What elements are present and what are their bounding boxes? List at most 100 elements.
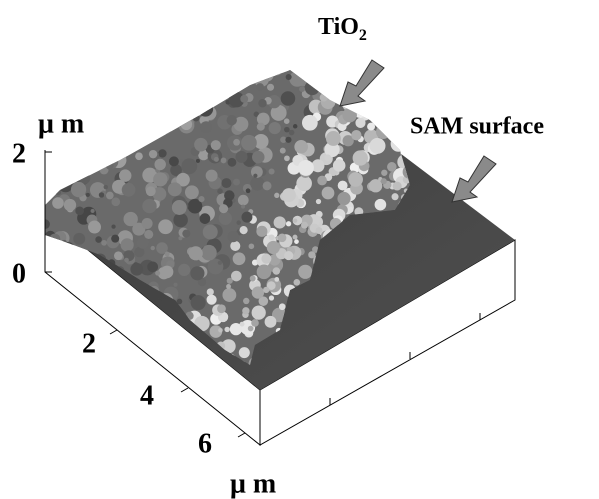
texture-grain [217, 188, 223, 194]
texture-grain [285, 137, 291, 143]
texture-grain [81, 74, 89, 82]
texture-grain [340, 63, 350, 73]
texture-grain [221, 158, 227, 164]
texture-grain [178, 264, 190, 276]
texture-grain [99, 192, 104, 197]
texture-grain [302, 115, 318, 131]
texture-grain [282, 188, 296, 202]
texture-grain [366, 97, 380, 111]
texture-grain [130, 70, 140, 80]
texture-grain [58, 293, 71, 306]
texture-grain [192, 84, 201, 93]
texture-grain [218, 261, 222, 265]
tio2-label: TiO2 [318, 14, 367, 44]
texture-grain [153, 172, 167, 186]
texture-grain [384, 68, 391, 75]
texture-grain [240, 322, 245, 327]
texture-grain [286, 74, 292, 80]
tio2-subscript: 2 [359, 27, 367, 44]
texture-grain [257, 265, 272, 280]
texture-grain [293, 235, 298, 240]
texture-grain [190, 266, 204, 280]
texture-grain [381, 178, 387, 184]
texture-grain [91, 362, 104, 375]
texture-grain [111, 224, 115, 228]
texture-grain [150, 86, 156, 92]
sam-arrow [452, 156, 496, 202]
texture-grain [93, 98, 98, 103]
texture-grain [194, 138, 208, 152]
texture-grain [60, 73, 72, 85]
texture-grain [112, 92, 128, 108]
texture-grain [219, 212, 232, 225]
texture-grain [278, 233, 287, 242]
texture-grain [205, 66, 217, 78]
texture-grain [230, 241, 240, 251]
x-tick [181, 388, 188, 392]
texture-grain [203, 224, 218, 239]
texture-grain [273, 267, 280, 274]
texture-grain [161, 266, 174, 279]
texture-grain [391, 136, 407, 152]
x-tick-label: 6 [198, 428, 212, 459]
texture-grain [376, 125, 390, 139]
texture-grain [305, 80, 320, 95]
texture-grain [212, 73, 217, 78]
texture-grain [394, 67, 405, 78]
texture-grain [59, 293, 64, 298]
texture-grain [155, 81, 168, 94]
texture-grain [94, 160, 101, 167]
texture-grain [83, 127, 95, 139]
texture-grain [236, 151, 248, 163]
x-tick [238, 433, 245, 437]
texture-grain [399, 88, 408, 97]
texture-grain [208, 83, 220, 95]
texture-grain [135, 152, 143, 160]
texture-grain [374, 80, 382, 88]
texture-grain [242, 307, 249, 314]
texture-grain [52, 197, 64, 209]
texture-grain [79, 143, 91, 155]
texture-grain [337, 192, 350, 205]
texture-grain [126, 134, 138, 146]
texture-grain [66, 69, 73, 76]
texture-grain [78, 317, 86, 325]
z-tick-label: 0 [12, 258, 26, 289]
texture-grain [154, 113, 167, 126]
texture-grain [83, 96, 92, 105]
texture-grain [252, 306, 266, 320]
texture-grain [241, 135, 257, 151]
texture-grain [76, 151, 91, 166]
texture-grain [381, 170, 387, 176]
texture-grain [84, 161, 89, 166]
texture-grain [120, 140, 131, 151]
texture-grain [121, 238, 134, 251]
texture-grain [47, 70, 61, 84]
texture-grain [387, 162, 397, 172]
texture-grain [58, 177, 73, 192]
texture-grain [225, 75, 234, 84]
texture-grain [281, 91, 295, 105]
texture-grain [127, 352, 140, 365]
texture-grain [284, 155, 290, 161]
texture-grain [383, 118, 393, 128]
texture-grain [55, 85, 64, 94]
texture-grain [151, 246, 155, 250]
texture-grain [158, 149, 166, 157]
texture-grain [73, 96, 77, 100]
texture-grain [129, 97, 138, 106]
texture-grain [106, 162, 114, 170]
texture-grain [169, 125, 174, 130]
tio2-arrow [340, 60, 384, 106]
texture-grain [127, 146, 131, 150]
texture-grain [71, 182, 86, 197]
texture-grain [353, 150, 368, 165]
texture-grain [182, 230, 190, 238]
texture-grain [219, 204, 228, 213]
texture-grain [226, 284, 231, 289]
texture-grain [47, 345, 55, 353]
texture-grain [142, 218, 153, 229]
texture-grain [69, 87, 84, 102]
texture-grain [218, 72, 227, 81]
texture-grain [148, 86, 160, 98]
